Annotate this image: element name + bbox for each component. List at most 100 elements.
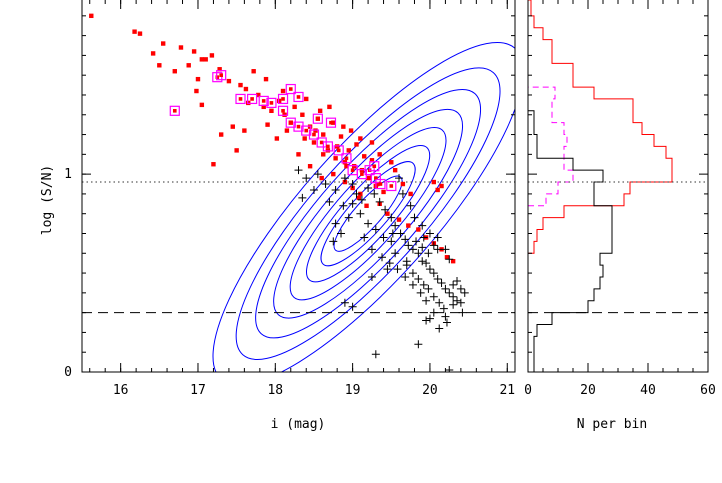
point	[437, 278, 446, 287]
point	[304, 96, 309, 102]
point	[348, 128, 354, 133]
point	[364, 203, 369, 208]
point	[300, 112, 305, 117]
point	[302, 136, 307, 141]
point	[388, 229, 397, 238]
point	[325, 117, 337, 128]
point	[217, 67, 222, 72]
point	[414, 340, 423, 349]
x-axis-label: i (mag)	[271, 417, 326, 432]
point	[422, 296, 431, 305]
x-tick-label: 21	[499, 383, 515, 398]
series-red-squares	[89, 13, 456, 264]
point	[445, 366, 454, 372]
point	[226, 78, 232, 84]
histogram-bars	[528, 0, 673, 372]
point	[230, 124, 235, 129]
point	[395, 174, 404, 183]
point	[265, 122, 270, 127]
point	[418, 221, 427, 230]
point	[356, 209, 365, 218]
contour-level-4	[273, 108, 464, 319]
x-tick-label: 16	[113, 383, 129, 398]
point	[340, 174, 349, 183]
point	[172, 69, 177, 74]
point	[424, 249, 433, 258]
point	[235, 93, 246, 105]
point	[294, 166, 303, 175]
reference-lines-hist	[528, 181, 708, 314]
histogram-black	[528, 110, 613, 372]
point	[337, 229, 346, 238]
point	[429, 241, 438, 250]
contour-level-2	[235, 67, 501, 360]
point	[456, 284, 465, 293]
point	[435, 298, 444, 307]
point	[319, 175, 324, 181]
point	[169, 105, 180, 116]
point	[340, 298, 349, 307]
point	[429, 308, 438, 317]
point	[292, 104, 297, 110]
point	[234, 148, 239, 153]
point	[216, 70, 227, 81]
point	[362, 154, 367, 159]
contour-level-1	[212, 41, 515, 372]
point	[348, 180, 357, 189]
point	[386, 180, 397, 192]
contour-level-7	[320, 161, 416, 267]
point	[456, 298, 465, 307]
point	[381, 189, 386, 195]
point	[251, 69, 256, 74]
point	[352, 189, 361, 198]
point	[344, 213, 353, 222]
point	[419, 233, 428, 242]
point	[132, 29, 137, 34]
point	[274, 136, 280, 141]
point	[419, 280, 428, 289]
point	[445, 255, 454, 264]
point	[329, 237, 338, 246]
point	[401, 235, 410, 244]
point	[276, 98, 282, 104]
point	[422, 259, 431, 268]
point	[354, 142, 359, 147]
point	[441, 284, 450, 293]
point	[401, 273, 410, 282]
point	[408, 245, 417, 254]
hist-x-tick-label: 60	[700, 383, 716, 398]
point	[410, 213, 419, 222]
point	[375, 197, 384, 206]
point	[331, 171, 336, 177]
hist-x-tick-label: 0	[524, 383, 532, 398]
point	[348, 199, 357, 208]
point	[375, 178, 386, 190]
point	[333, 145, 344, 156]
point	[266, 97, 277, 108]
point	[302, 174, 311, 183]
point	[377, 152, 382, 157]
point	[186, 63, 191, 68]
point	[391, 221, 400, 230]
point	[331, 120, 336, 125]
point	[441, 245, 450, 254]
point	[418, 243, 427, 252]
point	[364, 183, 373, 192]
point	[422, 316, 431, 325]
point	[212, 72, 223, 83]
point	[178, 45, 184, 50]
contour-level-3	[255, 88, 482, 339]
hist-frame	[527, 0, 709, 373]
point	[444, 255, 450, 260]
point	[450, 258, 456, 264]
point	[425, 265, 434, 274]
point	[348, 302, 357, 311]
point	[285, 83, 296, 95]
point	[346, 148, 351, 153]
point	[439, 183, 444, 189]
point	[431, 179, 437, 185]
point	[293, 91, 304, 103]
scatter-layer	[89, 13, 469, 372]
point	[369, 158, 375, 163]
point	[367, 245, 376, 254]
